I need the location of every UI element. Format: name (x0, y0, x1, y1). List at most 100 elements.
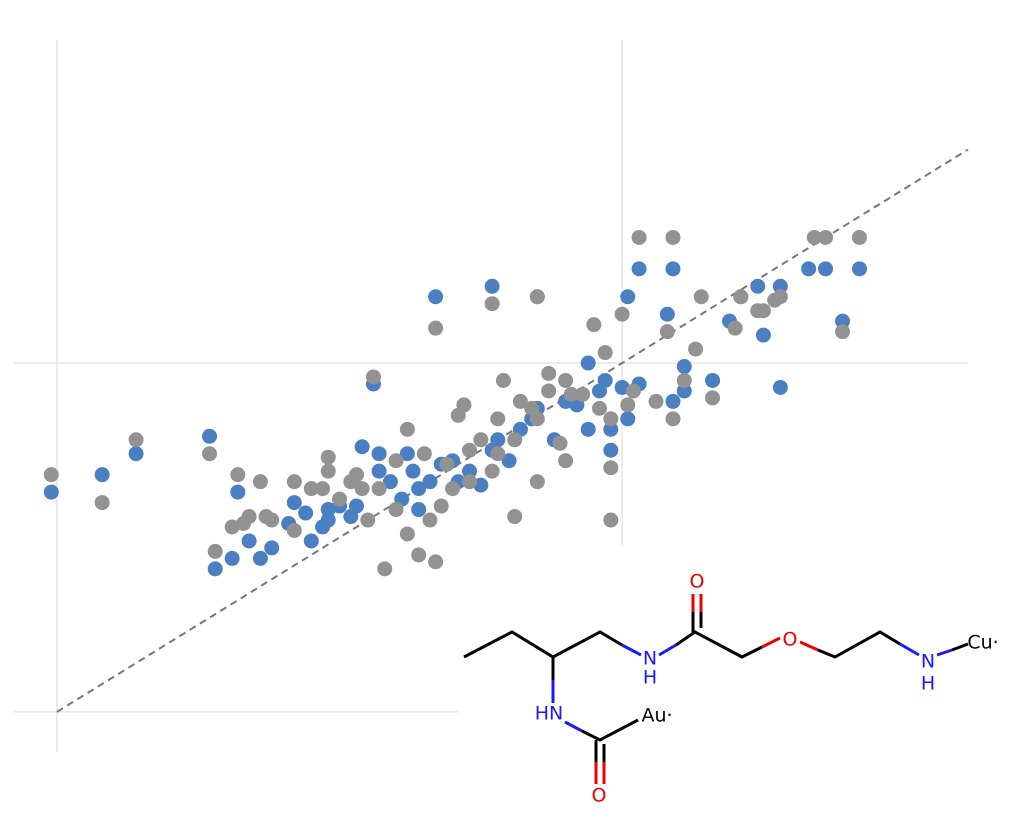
point (320, 512, 336, 528)
point (529, 411, 545, 427)
atom-label: N (921, 651, 935, 673)
point (462, 463, 478, 479)
point (303, 533, 319, 549)
point (806, 229, 822, 245)
point (399, 446, 415, 462)
atom-label: O (592, 785, 607, 807)
point (224, 550, 240, 566)
point (348, 498, 364, 514)
point (586, 317, 602, 333)
point (207, 561, 223, 577)
point (128, 432, 144, 448)
point (416, 446, 432, 462)
point (603, 512, 619, 528)
point (501, 453, 517, 469)
point (43, 484, 59, 500)
point (94, 467, 110, 483)
point (750, 278, 766, 294)
point (405, 463, 421, 479)
point (399, 526, 415, 542)
point (575, 386, 591, 402)
point (801, 261, 817, 277)
point (676, 359, 692, 375)
point (490, 432, 506, 448)
point (252, 550, 268, 566)
point (851, 229, 867, 245)
point (597, 372, 613, 388)
point (688, 341, 704, 357)
point (648, 393, 664, 409)
point (580, 421, 596, 437)
point (631, 229, 647, 245)
point (772, 278, 788, 294)
point (818, 229, 834, 245)
point (388, 453, 404, 469)
point (603, 411, 619, 427)
point (371, 463, 387, 479)
molecule: O N H O N H Cu· HN Au· O (458, 545, 1022, 834)
point (320, 463, 336, 479)
point (286, 522, 302, 538)
point (224, 519, 240, 535)
point (665, 393, 681, 409)
point (320, 502, 336, 518)
point (772, 289, 788, 305)
atom-label: Au· (641, 705, 672, 727)
point (207, 543, 223, 559)
point (631, 261, 647, 277)
point (428, 320, 444, 336)
point (693, 289, 709, 305)
atom-label: H (921, 673, 935, 695)
point (230, 467, 246, 483)
point (264, 540, 280, 556)
plot-area (14, 40, 969, 752)
point (665, 411, 681, 427)
point (484, 463, 500, 479)
point (286, 474, 302, 490)
point (43, 467, 59, 483)
point (603, 442, 619, 458)
point (252, 474, 268, 490)
point (665, 229, 681, 245)
point (558, 453, 574, 469)
point (411, 481, 427, 497)
point (445, 481, 461, 497)
point (597, 345, 613, 361)
bonds (463, 594, 969, 784)
point (354, 481, 370, 497)
point (552, 435, 568, 451)
atom-label: O (783, 629, 798, 651)
point (620, 397, 636, 413)
point (230, 484, 246, 500)
point (202, 446, 218, 462)
point (614, 306, 630, 322)
point (507, 432, 523, 448)
point (360, 512, 376, 528)
point (411, 547, 427, 563)
point (439, 456, 455, 472)
point (620, 289, 636, 305)
point (286, 495, 302, 511)
point (422, 474, 438, 490)
atom-label: Cu· (967, 632, 998, 654)
point (733, 289, 749, 305)
molecule-background (458, 545, 1022, 834)
point (755, 303, 771, 319)
point (433, 498, 449, 514)
point (298, 505, 314, 521)
point (835, 313, 851, 329)
point (541, 383, 557, 399)
point (462, 474, 478, 490)
point (541, 365, 557, 381)
point (428, 554, 444, 570)
point (529, 474, 545, 490)
point (388, 502, 404, 518)
point (495, 372, 511, 388)
atom-label: HN (535, 703, 564, 725)
point (235, 516, 251, 532)
point (659, 324, 675, 340)
point (490, 446, 506, 462)
point (315, 481, 331, 497)
point (258, 509, 274, 525)
point (241, 533, 257, 549)
